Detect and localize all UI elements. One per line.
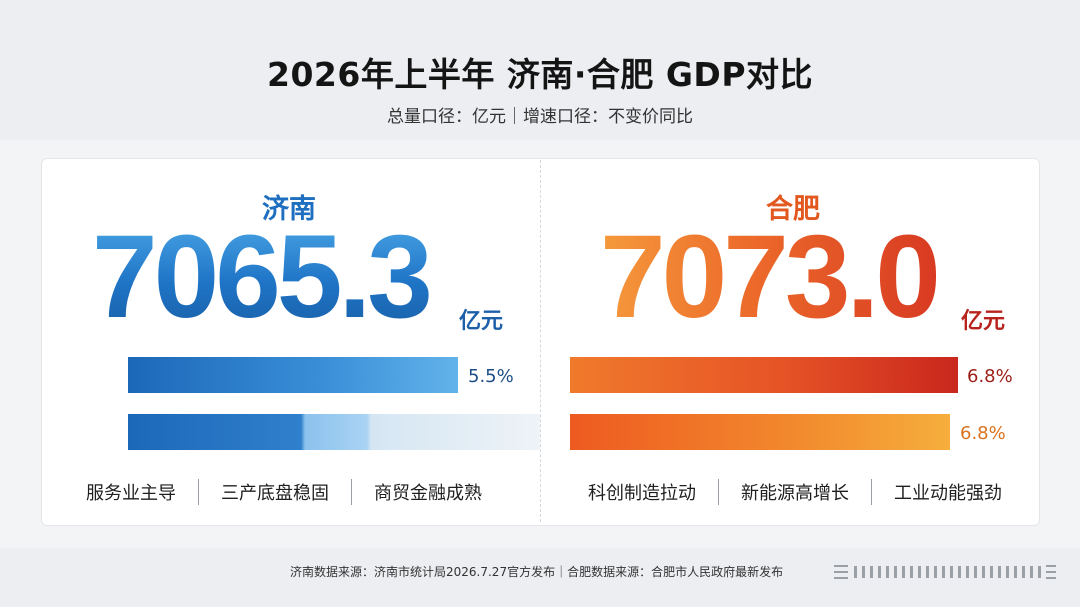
hefei-gdp-value: 7073.0	[600, 211, 941, 343]
hefei-city-name: 合肥	[766, 194, 820, 225]
center-divider	[540, 160, 541, 522]
hefei-gdp-unit: 亿元	[961, 309, 1006, 334]
hefei-growth-label: 6.8%	[967, 366, 1013, 387]
jinan-gdp-unit: 亿元	[459, 309, 504, 334]
tag-separator	[718, 479, 719, 505]
hefei-structure-label: 6.8%	[960, 423, 1006, 444]
hefei-tag-1: 科创制造拉动	[588, 483, 696, 504]
jinan-tag-2: 三产底盘稳固	[221, 483, 329, 504]
jinan-city-name: 济南	[262, 194, 316, 225]
data-source-note: 济南数据来源：济南市统计局2026.7.27官方发布｜合肥数据来源：合肥市人民政…	[290, 565, 784, 579]
hefei-tag-3: 工业动能强劲	[894, 483, 1002, 504]
hefei-growth-bar	[570, 357, 958, 393]
hefei-tag-2: 新能源高增长	[741, 483, 849, 504]
watermark-icon	[834, 565, 1056, 579]
footer-band	[0, 548, 1080, 607]
jinan-growth-bar	[128, 357, 458, 393]
jinan-growth-label: 5.5%	[468, 366, 514, 387]
jinan-feature-tags: 服务业主导 三产底盘稳固 商贸金融成熟	[64, 478, 504, 506]
hefei-structure-bar	[570, 414, 950, 450]
jinan-gdp-value: 7065.3	[92, 211, 433, 343]
jinan-structure-bar	[128, 414, 540, 450]
jinan-tag-3: 商贸金融成熟	[374, 483, 482, 504]
page-subtitle: 总量口径：亿元｜增速口径：不变价同比	[387, 107, 693, 127]
tag-separator	[871, 479, 872, 505]
header-band	[0, 0, 1080, 140]
jinan-tag-1: 服务业主导	[86, 483, 176, 504]
tag-separator	[198, 479, 199, 505]
hefei-feature-tags: 科创制造拉动 新能源高增长 工业动能强劲	[566, 478, 1024, 506]
page-title: 2026年上半年 济南·合肥 GDP对比	[266, 55, 814, 94]
tag-separator	[351, 479, 352, 505]
